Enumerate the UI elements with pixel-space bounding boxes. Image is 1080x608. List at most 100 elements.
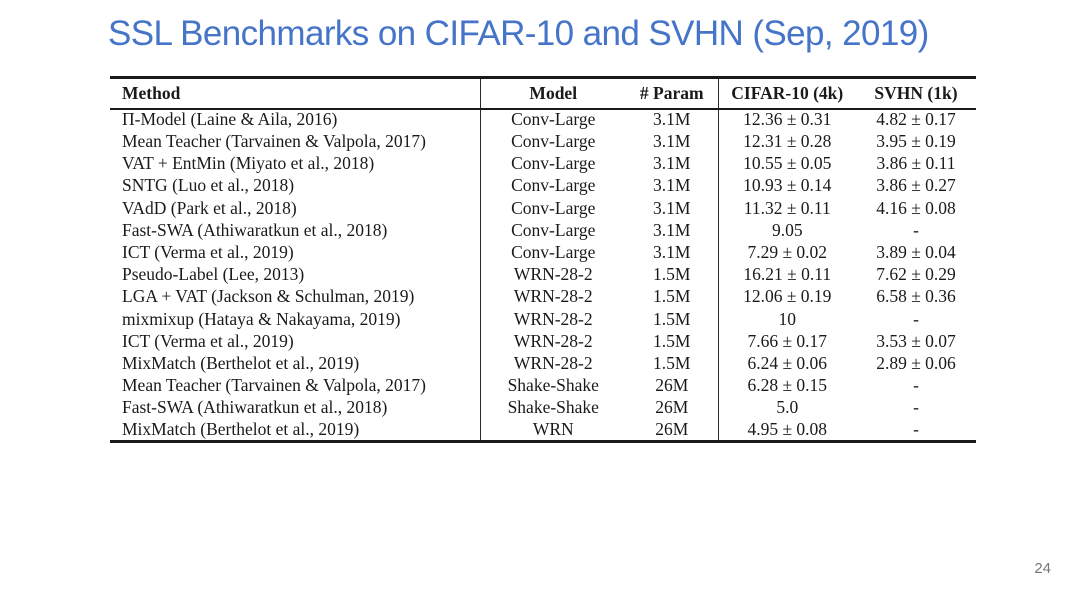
table-row: ICT (Verma et al., 2019) WRN-28-2 1.5M 7.66… <box>110 330 976 353</box>
cell-model: Conv-Large <box>511 219 596 240</box>
cell-model: WRN <box>532 418 574 439</box>
cell-model: WRN-28-2 <box>513 264 593 285</box>
table-row: Fast-SWA (Athiwaratkun et al., 2018) Conv… <box>110 219 976 242</box>
cell-model: Conv-Large <box>511 131 596 152</box>
table-row: SNTG (Luo et al., 2018) Conv-Large 3.1M 10.… <box>110 175 976 198</box>
cell-param: 26M <box>626 396 719 420</box>
cell-method: Mean Teacher (Tarvainen & Valpola, 2017) <box>110 374 481 397</box>
cell-svhn-1k: - <box>913 219 919 240</box>
cell-cifar-10-4k: 6.24 ± 0.06 <box>747 352 828 373</box>
cell-svhn-1k: 3.89 ± 0.04 <box>876 241 956 262</box>
table-header: Method Model # Param CIFAR-10 (4k) SVHN (1k) <box>110 77 976 109</box>
cell-svhn-1k: - <box>913 397 919 418</box>
cell-svhn-1k: 3.95 ± 0.19 <box>876 131 956 152</box>
cell-method: Π-Model (Laine & Aila, 2016) <box>110 108 481 131</box>
benchmark-table-container: Method Model # Param CIFAR-10 (4k) SVHN (1k)… <box>110 76 976 443</box>
cell-param: 26M <box>626 419 719 442</box>
cell-cifar-10-4k: 11.32 ± 0.11 <box>743 197 831 218</box>
cell-method: MixMatch (Berthelot et al., 2019) <box>110 419 481 442</box>
cell-cifar-10-4k: 5.0 <box>776 397 799 418</box>
cell-param: 3.1M <box>626 175 719 198</box>
cell-cifar-10-4k: 6.28 ± 0.15 <box>747 375 828 396</box>
table-row: VAT + EntMin (Miyato et al., 2018) Conv-L… <box>110 152 976 176</box>
column-header-param: # Param <box>626 77 719 109</box>
cell-model: Conv-Large <box>511 153 596 174</box>
cell-cifar-10-4k: 16.21 ± 0.11 <box>743 264 832 285</box>
table-body: Π-Model (Laine & Aila, 2016) Conv-Large 3.… <box>110 108 976 442</box>
cell-method: LGA + VAT (Jackson & Schulman, 2019) <box>110 286 481 309</box>
cell-cifar-10-4k: 12.06 ± 0.19 <box>743 286 832 307</box>
cell-svhn-1k: 3.86 ± 0.27 <box>876 175 956 196</box>
cell-svhn-1k: 3.86 ± 0.11 <box>876 153 956 174</box>
cell-svhn-1k: - <box>913 418 919 439</box>
cell-model: Conv-Large <box>511 109 596 130</box>
cell-model: Shake-Shake <box>507 397 599 418</box>
cell-param: 3.1M <box>626 197 719 220</box>
cell-model: Conv-Large <box>511 197 596 218</box>
table-row: VAdD (Park et al., 2018) Conv-Large 3.1M 11… <box>110 197 976 220</box>
cell-svhn-1k: 6.58 ± 0.36 <box>876 286 956 307</box>
cell-cifar-10-4k: 7.66 ± 0.17 <box>747 330 828 351</box>
cell-param: 3.1M <box>626 241 719 264</box>
cell-svhn-1k: - <box>913 308 919 329</box>
cell-svhn-1k: 3.53 ± 0.07 <box>876 330 956 351</box>
cell-method: VAdD (Park et al., 2018) <box>110 197 481 220</box>
cell-param: 1.5M <box>626 330 719 353</box>
cell-param: 3.1M <box>626 108 719 131</box>
cell-svhn-1k: 4.82 ± 0.17 <box>876 109 956 130</box>
cell-svhn-1k: 7.62 ± 0.29 <box>876 264 956 285</box>
cell-method: MixMatch (Berthelot et al., 2019) <box>110 352 481 375</box>
cell-method: Mean Teacher (Tarvainen & Valpola, 2017) <box>110 130 481 153</box>
cell-method: ICT (Verma et al., 2019) <box>110 330 481 353</box>
column-header-model: Model <box>529 82 578 103</box>
cell-method: mixmixup (Hataya & Nakayama, 2019) <box>110 308 481 331</box>
cell-method: Fast-SWA (Athiwaratkun et al., 2018) <box>110 396 481 420</box>
cell-param: 1.5M <box>626 263 719 286</box>
cell-cifar-10-4k: 9.05 <box>771 219 803 240</box>
cell-model: WRN-28-2 <box>513 352 593 373</box>
cell-svhn-1k: 4.16 ± 0.08 <box>876 197 956 218</box>
cell-cifar-10-4k: 12.36 ± 0.31 <box>743 109 832 130</box>
cell-model: Shake-Shake <box>507 375 599 396</box>
column-header-cifar-10-4k: CIFAR-10 (4k) <box>731 82 844 103</box>
column-header-method: Method <box>110 77 481 109</box>
table-row: Fast-SWA (Athiwaratkun et al., 2018) Shak… <box>110 396 976 420</box>
cell-model: Conv-Large <box>511 241 596 262</box>
cell-param: 1.5M <box>626 308 719 331</box>
cell-method: VAT + EntMin (Miyato et al., 2018) <box>110 152 481 176</box>
cell-param: 1.5M <box>626 352 719 375</box>
table-header-row: Method Model # Param CIFAR-10 (4k) SVHN (1k) <box>110 77 976 109</box>
cell-model: Conv-Large <box>511 175 596 196</box>
cell-cifar-10-4k: 12.31 ± 0.28 <box>743 131 832 152</box>
cell-model: WRN-28-2 <box>513 308 593 329</box>
table-row: mixmixup (Hataya & Nakayama, 2019) WRN-28… <box>110 308 976 331</box>
cell-method: Fast-SWA (Athiwaratkun et al., 2018) <box>110 219 481 242</box>
cell-cifar-10-4k: 4.95 ± 0.08 <box>747 418 828 439</box>
cell-model: WRN-28-2 <box>513 286 593 307</box>
table-row: Mean Teacher (Tarvainen & Valpola, 2017)… <box>110 374 976 397</box>
cell-svhn-1k: 2.89 ± 0.06 <box>876 352 956 373</box>
page-number: 24 <box>1034 560 1051 577</box>
cell-param: 3.1M <box>626 130 719 153</box>
table-row: Π-Model (Laine & Aila, 2016) Conv-Large 3.… <box>110 108 976 131</box>
cell-method: SNTG (Luo et al., 2018) <box>110 175 481 198</box>
table-row: ICT (Verma et al., 2019) Conv-Large 3.1M 7.… <box>110 241 976 264</box>
cell-param: 3.1M <box>626 152 719 176</box>
cell-cifar-10-4k: 10 <box>778 308 797 329</box>
cell-param: 1.5M <box>626 286 719 309</box>
table-row: Pseudo-Label (Lee, 2013) WRN-28-2 1.5M 16.2… <box>110 263 976 286</box>
cell-method: ICT (Verma et al., 2019) <box>110 241 481 264</box>
table-row: MixMatch (Berthelot et al., 2019) WRN-28-… <box>110 352 976 375</box>
cell-param: 3.1M <box>626 219 719 242</box>
table-row: MixMatch (Berthelot et al., 2019) WRN 26M 4… <box>110 418 976 442</box>
cell-cifar-10-4k: 10.55 ± 0.05 <box>743 153 832 174</box>
slide-title: SSL Benchmarks on CIFAR-10 and SVHN (Sep… <box>108 14 929 53</box>
column-header-svhn-1k: SVHN (1k) <box>874 82 958 103</box>
cell-param: 26M <box>626 374 719 397</box>
cell-svhn-1k: - <box>913 375 919 396</box>
cell-model: WRN-28-2 <box>513 330 593 351</box>
table-row: LGA + VAT (Jackson & Schulman, 2019) WRN-… <box>110 286 976 309</box>
cell-cifar-10-4k: 10.93 ± 0.14 <box>743 175 832 196</box>
table-row: Mean Teacher (Tarvainen & Valpola, 2017)… <box>110 130 976 153</box>
benchmark-table: Method Model # Param CIFAR-10 (4k) SVHN (1k)… <box>110 76 976 443</box>
